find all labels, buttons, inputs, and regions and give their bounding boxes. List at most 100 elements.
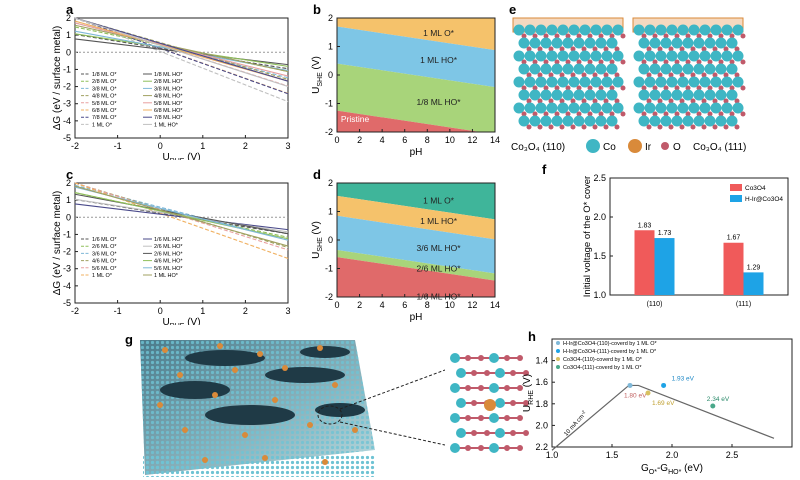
point-label: 1.80 eV xyxy=(624,392,647,399)
y-axis-label: URHE (V) xyxy=(522,374,535,412)
co-atom xyxy=(456,368,466,378)
panel-d-pourbaix-diagram: d 1 ML O* 1 ML HO* 3/6 ML HO* 2/6 ML HO* 1/6… xyxy=(311,167,500,323)
legend-swatch xyxy=(730,184,742,191)
region-3 xyxy=(337,63,495,132)
o-atom xyxy=(685,111,691,117)
co-atom xyxy=(529,37,541,49)
x-axis-label: URHE (V) xyxy=(162,317,200,325)
co-atom xyxy=(573,115,585,127)
o-atom xyxy=(581,46,587,52)
x-tick-label: 1 xyxy=(200,306,205,316)
o-atom xyxy=(517,355,523,361)
co-atom xyxy=(660,89,672,101)
co-atom xyxy=(590,50,602,62)
region-label: 2/6 ML HO* xyxy=(417,264,462,274)
legend-label: 2/6 ML O* xyxy=(92,244,117,250)
co-atom xyxy=(660,115,672,127)
o-atom xyxy=(570,124,576,130)
bar-value-label: 1.73 xyxy=(658,230,672,237)
legend-label: 3/6 ML O* xyxy=(92,251,117,257)
co-atom xyxy=(633,50,645,62)
co-atom xyxy=(688,76,700,88)
co-atom xyxy=(595,37,607,49)
o-atom xyxy=(674,85,680,91)
o-atom xyxy=(663,111,669,117)
series-line xyxy=(74,185,289,247)
co-atom xyxy=(606,89,618,101)
o-atom xyxy=(729,85,735,91)
region-label: 1 ML O* xyxy=(423,28,455,38)
co-atom xyxy=(649,63,661,75)
legend-label: H-Ir@Co3O4 xyxy=(745,196,783,203)
o-atom xyxy=(729,111,735,117)
series-line xyxy=(74,17,289,88)
o-atom xyxy=(652,33,658,39)
o-atom xyxy=(641,85,647,91)
o-atom xyxy=(559,46,565,52)
o-atom xyxy=(641,111,647,117)
co-atom xyxy=(518,89,530,101)
o-atom xyxy=(718,85,724,91)
o-atom xyxy=(729,59,735,65)
co-atom xyxy=(704,89,716,101)
legend-label: 1/6 ML O* xyxy=(92,237,117,243)
y-tick-label: 2 xyxy=(66,178,71,188)
y-tick-label: 2.5 xyxy=(593,173,606,183)
regions xyxy=(337,183,495,297)
co-atom xyxy=(710,50,722,62)
point-label: 1.69 eV xyxy=(652,400,675,407)
o-atom xyxy=(598,59,604,65)
o-atom xyxy=(718,111,724,117)
o-atom xyxy=(679,124,685,130)
x-axis-label: URHE (V) xyxy=(162,152,200,160)
o-atom xyxy=(690,98,696,104)
o-atom xyxy=(559,98,565,104)
plot-frame xyxy=(609,177,789,296)
bar-(110)-1 xyxy=(654,238,675,295)
co-atom xyxy=(677,76,689,88)
co-atom xyxy=(649,37,661,49)
co-atom-legend-icon xyxy=(586,139,600,153)
pore-2 xyxy=(300,346,350,358)
co-atom xyxy=(562,115,574,127)
region-label: 3/6 ML HO* xyxy=(417,243,462,253)
o-atom xyxy=(663,33,669,39)
x-tick-label: 14 xyxy=(490,300,500,310)
panel-c-line-chart: c -2 -1 0 1 2 3 2 1 0 -1 -2 -3 -4 -5 1/6 ML O*2/6 ML O… xyxy=(52,167,291,325)
co-atom xyxy=(699,50,711,62)
o-atom xyxy=(652,111,658,117)
co-atom xyxy=(612,50,624,62)
o-atom xyxy=(609,59,615,65)
co3o4-110-caption: Co₃O₄ (110) xyxy=(511,142,565,153)
co-atom xyxy=(693,115,705,127)
y-tick-label: 1 xyxy=(328,207,333,217)
co-atom xyxy=(551,63,563,75)
o-atom xyxy=(465,415,471,421)
bar-value-label: 1.83 xyxy=(638,222,652,229)
o-atom xyxy=(570,72,576,78)
x-tick-label: 3 xyxy=(285,306,290,316)
o-atom xyxy=(548,72,554,78)
category-label: (110) xyxy=(647,301,663,308)
co-atom xyxy=(644,76,656,88)
o-atom xyxy=(657,46,663,52)
co-atom xyxy=(649,89,661,101)
co-atom xyxy=(693,37,705,49)
co-atom xyxy=(606,115,618,127)
x-tick-label: 2.0 xyxy=(666,450,679,460)
y-tick-label: 2.2 xyxy=(535,442,548,452)
o-atom xyxy=(679,98,685,104)
co-atom xyxy=(666,50,678,62)
o-atom xyxy=(504,385,510,391)
co-atom xyxy=(671,63,683,75)
o-atom xyxy=(707,59,713,65)
co-atom xyxy=(513,76,525,88)
legend-label: 1 ML HO* xyxy=(154,122,179,128)
pore-4 xyxy=(265,367,345,383)
ir-atom xyxy=(242,432,248,438)
co-atom xyxy=(535,102,547,114)
y-tick-label: 1.4 xyxy=(535,356,548,366)
x-tick-label: 6 xyxy=(402,135,407,145)
legend-swatch xyxy=(730,195,742,202)
o-atom xyxy=(723,98,729,104)
